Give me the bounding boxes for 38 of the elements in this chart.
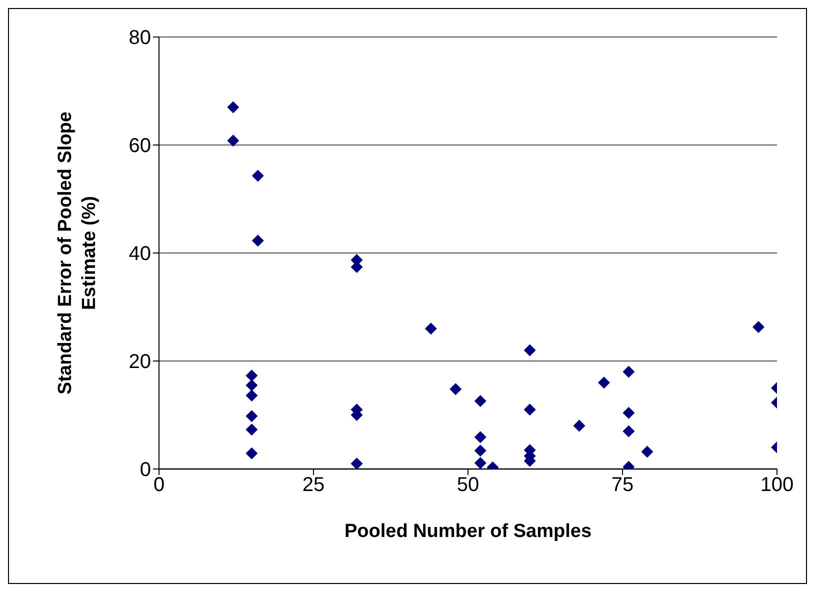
point xyxy=(622,425,635,438)
x-tick-label: 50 xyxy=(456,474,480,496)
point xyxy=(246,370,258,382)
point xyxy=(246,410,258,422)
x-tick-label: 25 xyxy=(302,474,325,496)
point xyxy=(474,444,486,457)
x-tick-label: 100 xyxy=(760,474,794,496)
point xyxy=(450,383,462,396)
point xyxy=(246,424,258,436)
point xyxy=(622,406,635,419)
point xyxy=(752,320,764,333)
point xyxy=(424,322,437,335)
y-axis-title: Standard Error of Pooled Slope Estimate (%) xyxy=(55,112,100,394)
point xyxy=(350,458,363,469)
x-tick-label: 75 xyxy=(611,474,634,496)
x-tick-label: 0 xyxy=(153,474,165,496)
point xyxy=(246,390,258,402)
y-tick-label: 20 xyxy=(128,351,151,374)
point xyxy=(622,366,635,378)
point xyxy=(474,394,486,407)
point xyxy=(474,457,486,469)
point xyxy=(246,379,258,392)
y-tick-label: 60 xyxy=(128,135,151,158)
x-axis-title: Pooled Number of Samples xyxy=(344,521,592,542)
y-tick-label: 40 xyxy=(128,243,151,266)
point xyxy=(598,376,610,389)
point xyxy=(641,446,654,458)
point xyxy=(524,344,536,356)
point xyxy=(252,234,264,247)
point xyxy=(246,447,258,460)
point xyxy=(524,404,536,416)
y-tick-label: 0 xyxy=(140,459,151,482)
y-tick-label: 80 xyxy=(128,27,151,50)
point xyxy=(252,170,264,182)
point xyxy=(474,431,486,444)
point xyxy=(227,134,240,147)
point xyxy=(227,101,240,114)
point xyxy=(573,420,586,432)
